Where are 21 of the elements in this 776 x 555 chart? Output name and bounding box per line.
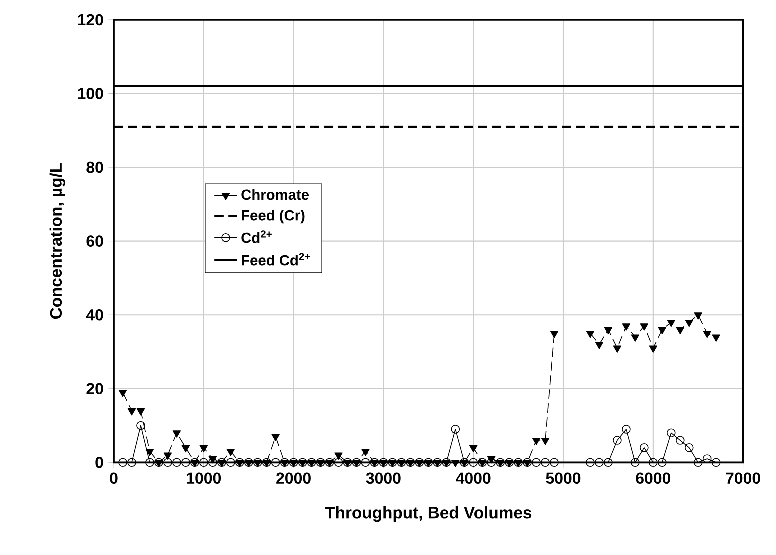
legend-label: Feed Cd$^{2+}$ bbox=[242, 253, 310, 266]
x-tick-label: 1000 bbox=[187, 472, 222, 484]
x-tick-label: 5000 bbox=[546, 472, 581, 484]
x-tick-label: 6000 bbox=[636, 472, 671, 484]
y-tick-label: 40 bbox=[86, 310, 104, 321]
x-tick-label: 0 bbox=[110, 472, 118, 484]
legend-label: Cd$^{2+}$ bbox=[242, 230, 272, 244]
y-axis-title: Concentration, µg/L bbox=[50, 164, 66, 320]
y-tick-label: 100 bbox=[78, 88, 104, 100]
y-tick-label: 60 bbox=[86, 236, 104, 248]
x-tick-label: 2000 bbox=[276, 472, 311, 484]
y-tick-label: 20 bbox=[86, 383, 104, 395]
y-tick-label: 80 bbox=[86, 162, 104, 174]
x-axis-title: Throughput, Bed Volumes bbox=[325, 506, 532, 522]
x-tick-label: 4000 bbox=[456, 472, 491, 484]
legend-label: Chromate bbox=[242, 190, 310, 200]
y-tick-label: 120 bbox=[78, 14, 104, 26]
x-tick-label: 3000 bbox=[366, 472, 401, 484]
x-tick-label: 7000 bbox=[726, 472, 760, 484]
y-tick-label: 0 bbox=[96, 457, 104, 468]
legend-label: Feed (Cr) bbox=[242, 210, 305, 224]
